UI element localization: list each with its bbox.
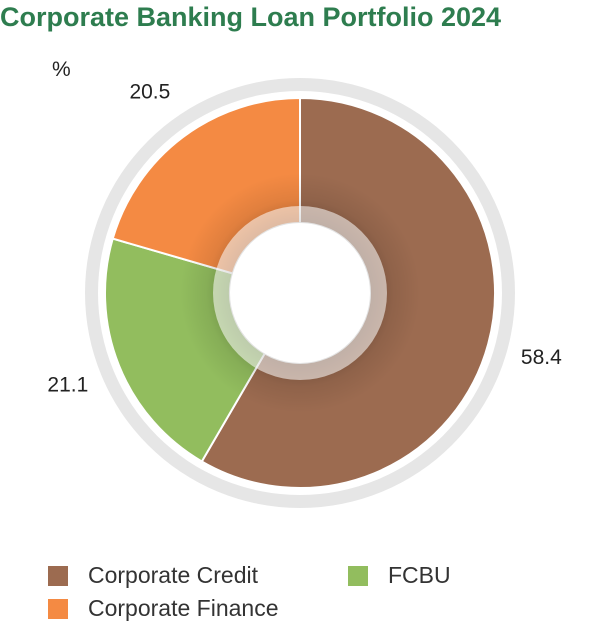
legend-swatch: [48, 565, 68, 586]
data-label-corporate-credit: 58.4: [521, 346, 562, 369]
data-label-fcbu: 21.1: [47, 373, 88, 396]
legend-label: FCBU: [388, 562, 451, 588]
legend-item-corporate-credit: Corporate Credit: [48, 562, 258, 589]
legend-item-corporate-finance: Corporate Finance: [48, 595, 279, 622]
data-labels-group: 58.4 21.1 20.5: [47, 81, 562, 397]
unit-label: %: [52, 58, 71, 81]
chart-title: Corporate Banking Loan Portfolio 2024: [0, 2, 502, 32]
data-label-corporate-finance: 20.5: [129, 81, 170, 104]
legend-swatch: [348, 565, 368, 586]
legend: Corporate Credit Corporate Finance FCBU: [48, 560, 568, 630]
legend-label: Corporate Finance: [88, 595, 279, 621]
legend-swatch: [48, 598, 68, 619]
legend-label: Corporate Credit: [88, 562, 259, 588]
donut-hole: [230, 223, 370, 363]
legend-item-fcbu: FCBU: [348, 562, 451, 589]
